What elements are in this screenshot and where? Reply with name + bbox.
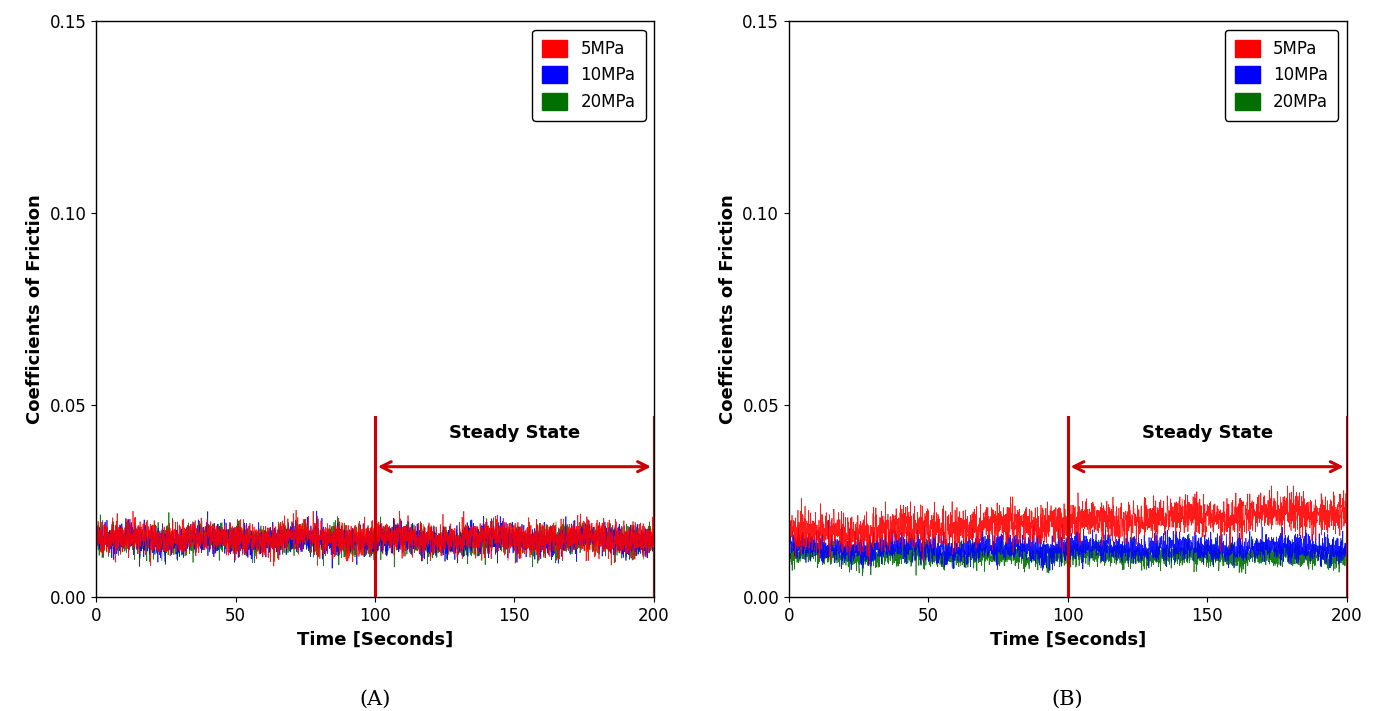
X-axis label: Time [Seconds]: Time [Seconds] (989, 631, 1146, 648)
Text: Steady State: Steady State (449, 424, 580, 442)
Text: (A): (A) (360, 690, 390, 708)
Legend: 5MPa, 10MPa, 20MPa: 5MPa, 10MPa, 20MPa (532, 30, 646, 121)
Legend: 5MPa, 10MPa, 20MPa: 5MPa, 10MPa, 20MPa (1224, 30, 1338, 121)
Y-axis label: Coefficients of Friction: Coefficients of Friction (26, 194, 44, 424)
Text: Steady State: Steady State (1142, 424, 1272, 442)
Text: (B): (B) (1052, 690, 1084, 708)
X-axis label: Time [Seconds]: Time [Seconds] (297, 631, 453, 648)
Y-axis label: Coefficients of Friction: Coefficients of Friction (719, 194, 736, 424)
